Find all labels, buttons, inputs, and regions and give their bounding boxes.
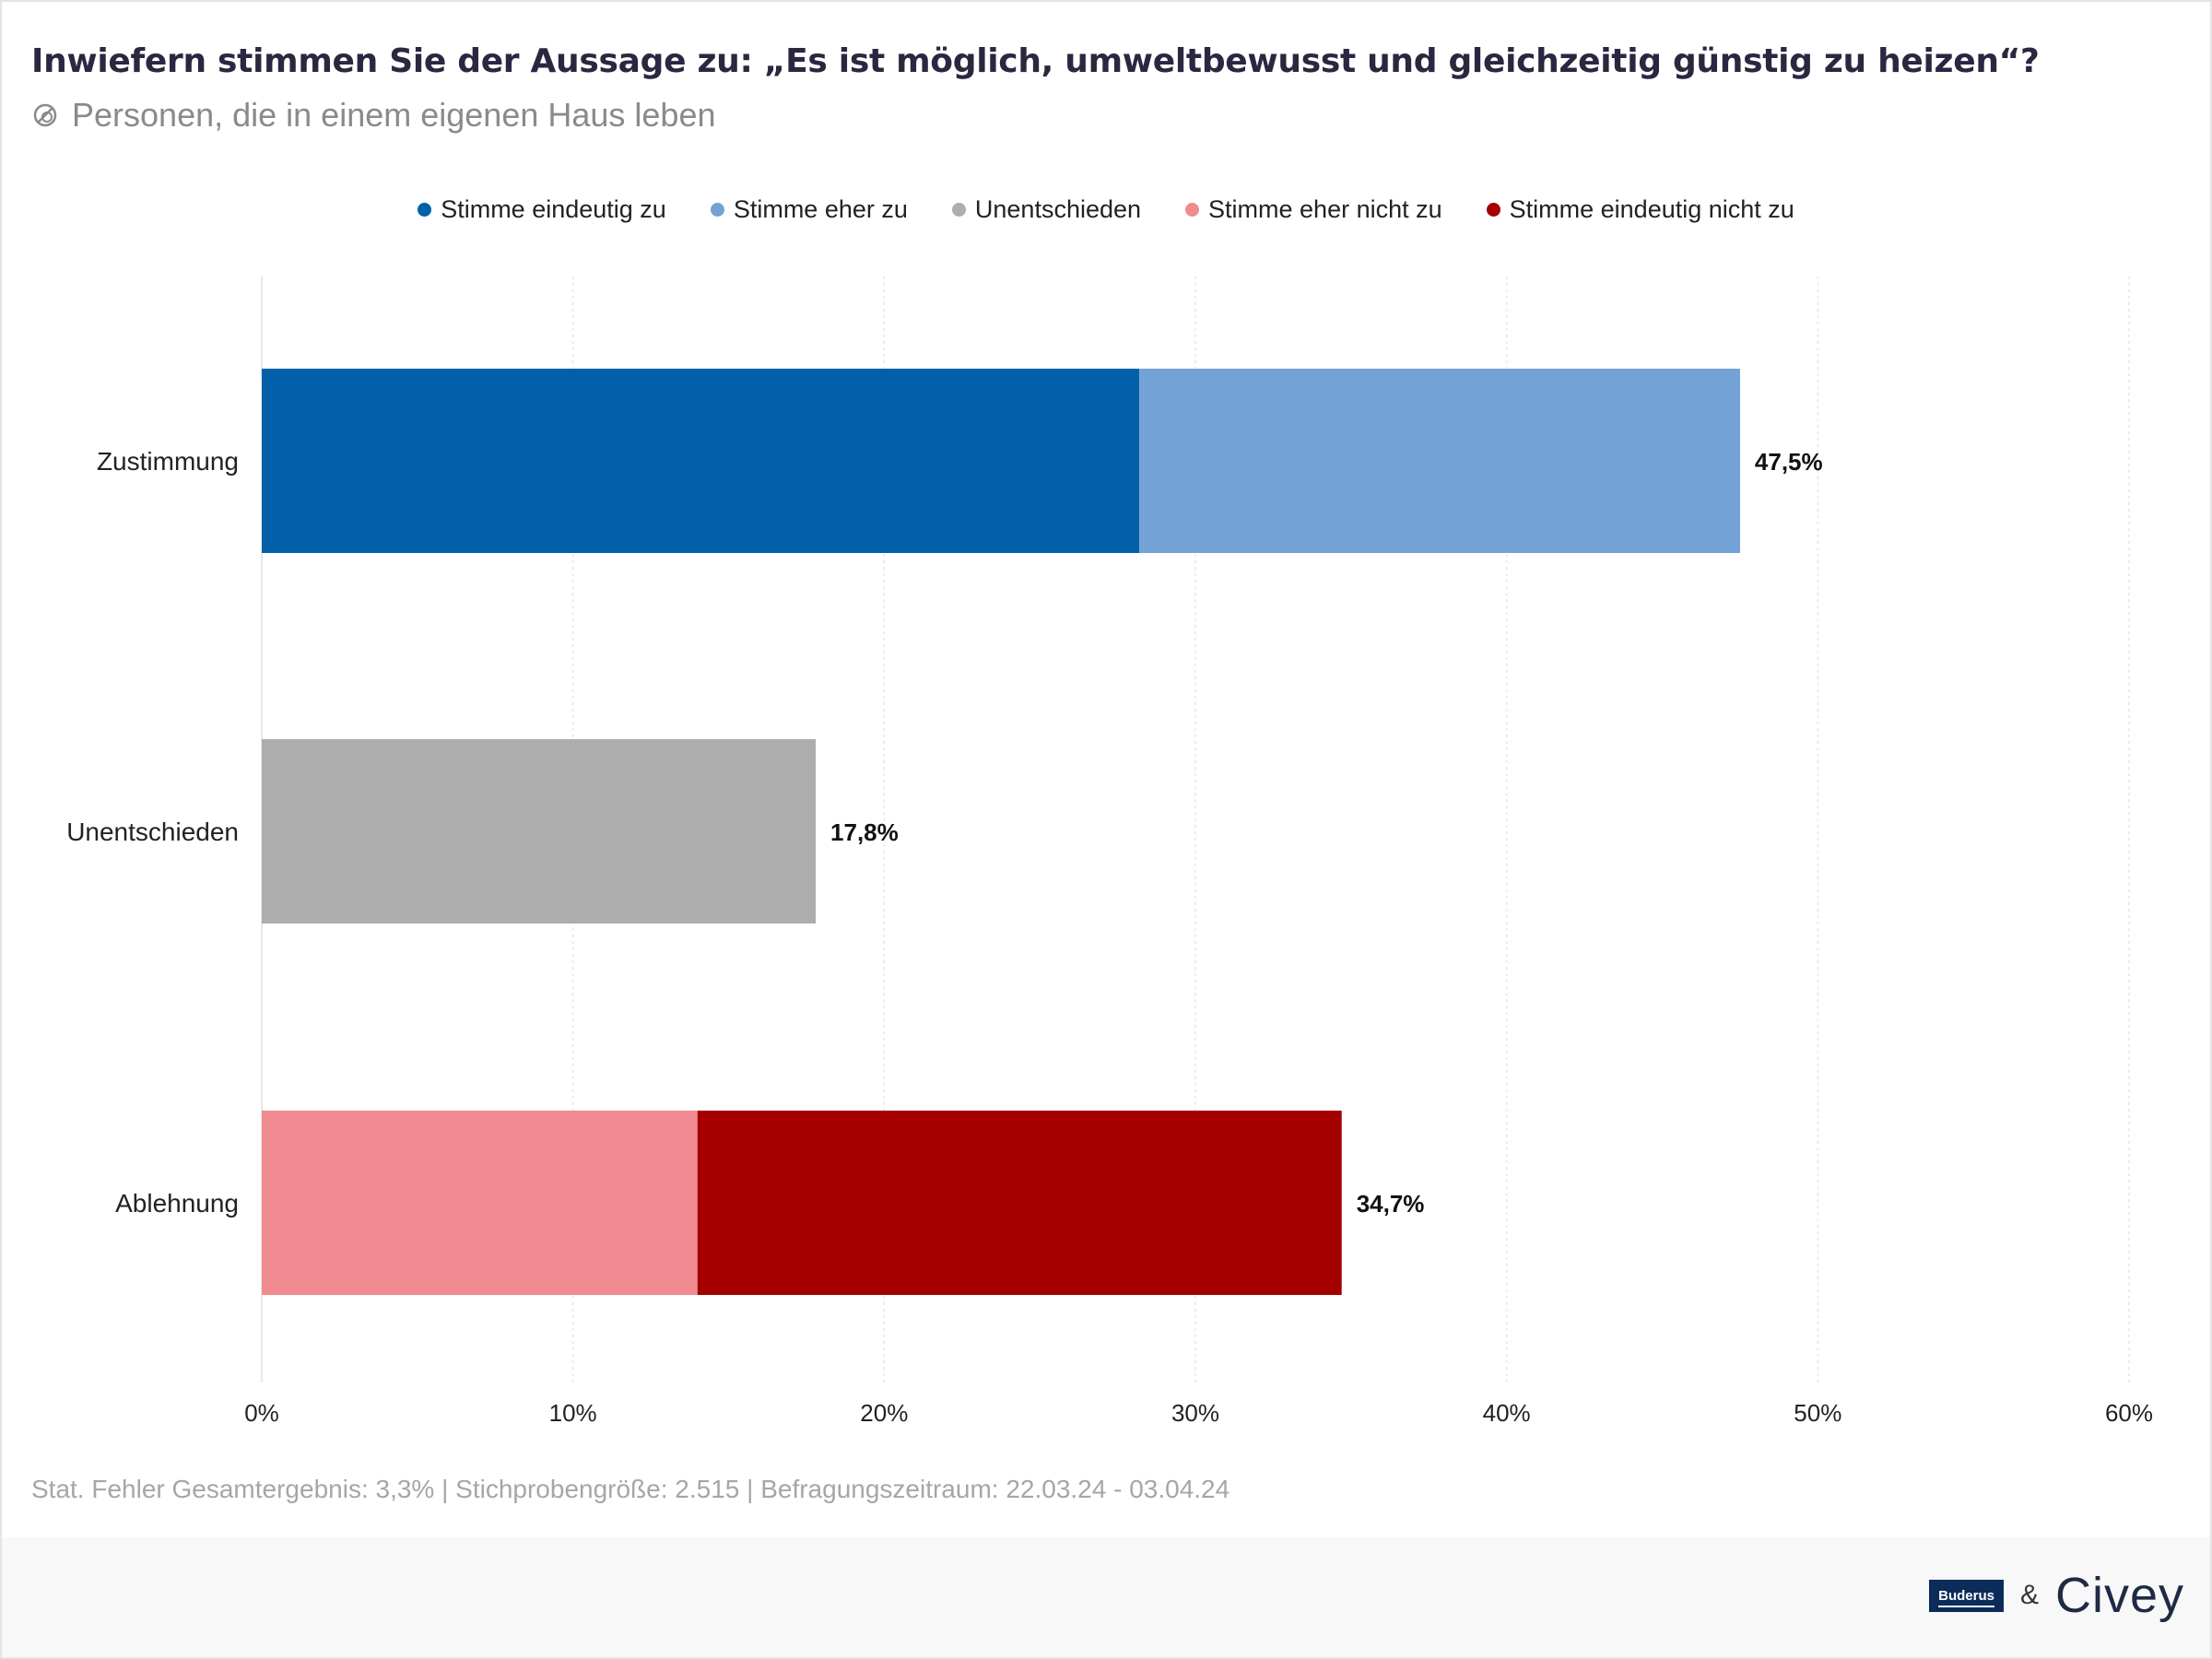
filter-icon (33, 103, 57, 127)
legend-marker (1486, 203, 1500, 217)
chart-plot: 0% 10% 20% 30% 40% 50% 60% Zustimmung 47,5% Unent… (66, 276, 2153, 1427)
bar-segment (697, 1111, 1342, 1295)
bar-segment (262, 1111, 698, 1295)
legend-label: Stimme eindeutig nicht zu (1509, 195, 1794, 223)
category-label: Ablehnung (115, 1189, 239, 1218)
legend-label: Stimme eindeutig zu (441, 195, 666, 223)
brand-logos: Buderus & Civey (1929, 1567, 2184, 1624)
ampersand: & (2019, 1580, 2039, 1610)
chart-subtitle: Personen, die in einem eigenen Haus lebe… (31, 96, 715, 135)
category-label: Zustimmung (97, 447, 239, 476)
footer-band (2, 1537, 2210, 1657)
legend-item[interactable]: Stimme eindeutig nicht zu (1486, 195, 1794, 224)
legend-item[interactable]: Stimme eindeutig zu (418, 195, 666, 224)
bar-segment (1139, 369, 1740, 553)
legend-marker (418, 203, 432, 217)
legend-label: Unentschieden (974, 195, 1142, 223)
x-tick-label: 60% (2105, 1399, 2153, 1427)
chart-legend: Stimme eindeutig zu Stimme eher zu Unentsc… (0, 195, 2212, 224)
bar-segment (262, 369, 1140, 553)
x-tick-label: 30% (1171, 1399, 1219, 1427)
chart-title: Inwiefern stimmen Sie der Aussage zu: „E… (31, 42, 2040, 80)
x-tick-label: 50% (1794, 1399, 1841, 1427)
x-tick-label: 40% (1483, 1399, 1531, 1427)
bar-total-label: 47,5% (1755, 448, 1823, 476)
bar-total-label: 34,7% (1357, 1190, 1425, 1218)
legend-marker (951, 203, 966, 217)
bar-total-label: 17,8% (830, 818, 899, 846)
x-tick-label: 0% (244, 1399, 279, 1427)
legend-marker (1185, 203, 1200, 217)
x-tick-label: 10% (549, 1399, 597, 1427)
buderus-logo: Buderus (1929, 1579, 2004, 1612)
category-label: Unentschieden (66, 818, 239, 846)
legend-item[interactable]: Unentschieden (951, 195, 1142, 224)
legend-label: Stimme eher nicht zu (1208, 195, 1442, 223)
legend-marker (710, 203, 724, 217)
legend-label: Stimme eher zu (733, 195, 908, 223)
footnote: Stat. Fehler Gesamtergebnis: 3,3% | Stic… (31, 1475, 1230, 1503)
civey-logo: Civey (2054, 1568, 2184, 1623)
bar-segment (262, 739, 817, 924)
legend-item[interactable]: Stimme eher zu (710, 195, 908, 224)
legend-item[interactable]: Stimme eher nicht zu (1185, 195, 1442, 224)
subtitle-text: Personen, die in einem eigenen Haus lebe… (72, 96, 716, 134)
x-tick-label: 20% (860, 1399, 908, 1427)
